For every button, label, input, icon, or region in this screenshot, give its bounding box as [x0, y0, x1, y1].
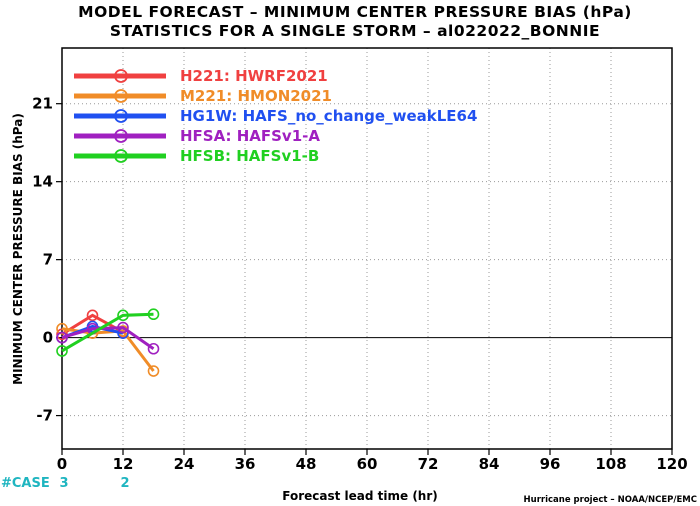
- legend-item: HFSB: HAFSv1-B: [74, 147, 319, 165]
- legend-label: HFSB: HAFSv1-B: [180, 147, 319, 165]
- legend-item: H221: HWRF2021: [74, 67, 328, 85]
- legend-marker: [114, 89, 128, 103]
- grid: [62, 48, 672, 449]
- x-tick-label: 48: [296, 455, 317, 473]
- x-tick-label: 72: [418, 455, 439, 473]
- chart-title-line2: STATISTICS FOR A SINGLE STORM – al022022…: [110, 22, 600, 40]
- legend-label: M221: HMON2021: [180, 87, 332, 105]
- x-tick-label: 120: [656, 455, 687, 473]
- legend-item: HFSA: HAFSv1-A: [74, 127, 320, 145]
- legend-label: HG1W: HAFS_no_change_weakLE64: [180, 107, 477, 125]
- series-point: [147, 308, 160, 321]
- x-tick-label: 96: [540, 455, 561, 473]
- legend-label: HFSA: HAFSv1-A: [180, 127, 320, 145]
- series-point: [147, 365, 160, 377]
- chart-title-line1: MODEL FORECAST – MINIMUM CENTER PRESSURE…: [78, 3, 632, 21]
- y-tick-label: 7: [43, 251, 53, 269]
- y-tick-label: 0: [43, 329, 53, 347]
- legend-marker: [114, 129, 128, 143]
- series-point: [147, 342, 160, 355]
- series-line: [61, 312, 154, 353]
- x-tick-label: 0: [57, 455, 67, 473]
- series-point: [56, 322, 68, 335]
- legend-item: HG1W: HAFS_no_change_weakLE64: [74, 107, 477, 125]
- x-tick-label: 36: [235, 455, 256, 473]
- x-tick-label: 12: [113, 455, 134, 473]
- legend-item: M221: HMON2021: [74, 87, 332, 105]
- x-tick-label: 24: [174, 455, 195, 473]
- y-tick-label: 14: [32, 173, 53, 191]
- series-4: [56, 308, 160, 357]
- case-label: #CASE: [1, 476, 50, 491]
- x-ticks: 0 12 24 36 48 60 72 84 96 108 120: [57, 449, 688, 473]
- series-3: [56, 321, 160, 355]
- case-count: 3: [59, 476, 68, 491]
- case-count: 2: [120, 476, 129, 491]
- y-axis-label: MINIMUM CENTER PRESSURE BIAS (hPa): [11, 113, 25, 385]
- y-tick-label: -7: [36, 407, 53, 425]
- legend-marker: [114, 149, 128, 163]
- series-line: [61, 326, 155, 350]
- legend-marker: [114, 109, 128, 123]
- legend-marker: [114, 69, 128, 83]
- series-1: [56, 322, 160, 377]
- credit-text: Hurricane project – NOAA/NCEP/EMC: [524, 495, 697, 505]
- x-tick-label: 84: [479, 455, 500, 473]
- series-point: [56, 331, 68, 344]
- series-point: [86, 309, 99, 322]
- series-point: [56, 345, 68, 357]
- x-axis-label: Forecast lead time (hr): [282, 489, 438, 503]
- series-layer: [56, 308, 160, 377]
- x-tick-label: 108: [595, 455, 626, 473]
- series-point: [117, 309, 129, 322]
- series-point: [117, 321, 129, 334]
- y-tick-label: 21: [32, 95, 53, 113]
- legend-label: H221: HWRF2021: [180, 67, 328, 85]
- y-ticks: -7 0 7 14 21: [32, 95, 62, 425]
- legend: H221: HWRF2021 M221: HMON2021 HG1W: HAFS_n…: [74, 67, 477, 165]
- x-tick-label: 60: [357, 455, 378, 473]
